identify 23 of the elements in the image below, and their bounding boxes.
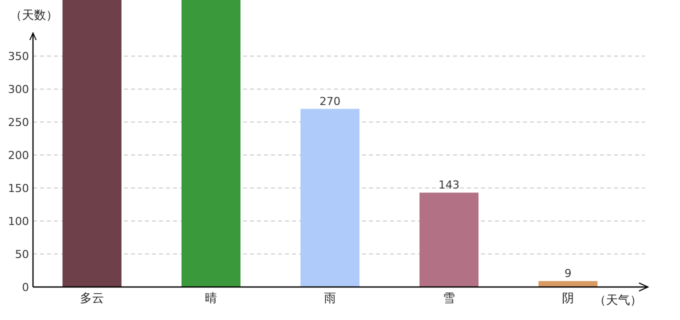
x-tick-label: 雪 [443,291,455,305]
y-tick-label: 200 [8,149,29,162]
y-axis-title: （天数） [10,8,58,22]
bar [182,0,240,287]
x-tick-label: 晴 [205,291,217,305]
y-tick-label: 100 [8,215,29,228]
data-label: 9 [564,267,572,280]
x-axis-title: （天气） [594,293,642,307]
y-tick-label: 150 [8,182,29,196]
y-tick-label: 350 [8,50,29,64]
bar [420,192,478,287]
bar [300,108,360,287]
x-tick-label: 多云 [80,291,104,305]
data-label: 270 [320,94,340,108]
x-tick-label: 阴 [562,291,574,305]
bar [538,281,598,287]
x-tick-label: 雨 [324,291,336,305]
y-tick-label: 300 [8,83,29,96]
data-label: 143 [438,178,460,192]
y-tick-label: 250 [8,116,29,130]
y-tick-label: 50 [15,248,29,262]
y-tick-label: 0 [22,281,29,294]
bar [62,0,122,287]
